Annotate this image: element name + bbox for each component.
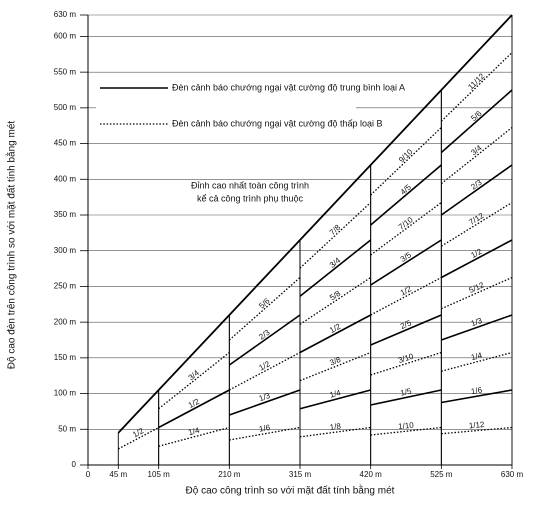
line-label: 3/8 bbox=[328, 355, 342, 368]
solid-line bbox=[299, 389, 371, 410]
solid-line bbox=[370, 164, 442, 226]
x-tick-label: 0 bbox=[86, 470, 91, 479]
dotted-line bbox=[299, 202, 372, 269]
dotted-line bbox=[299, 426, 371, 438]
envelope-line bbox=[117, 14, 513, 434]
x-tick-label: 210 m bbox=[218, 470, 241, 479]
y-tick-label: 550 m bbox=[54, 67, 77, 76]
line-label: 5/8 bbox=[328, 288, 343, 302]
line-label: 1/5 bbox=[400, 386, 413, 397]
y-tick-label: 0 bbox=[72, 460, 77, 469]
line-label: 9/10 bbox=[397, 147, 415, 165]
annotation: kể cả công trình phụ thuộc bbox=[197, 193, 304, 203]
x-tick-label: 525 m bbox=[430, 470, 453, 479]
line-label: 4/5 bbox=[399, 182, 414, 196]
y-tick-label: 250 m bbox=[54, 282, 77, 291]
line-label: 1/10 bbox=[398, 421, 415, 432]
line-label: 1/8 bbox=[329, 422, 342, 432]
line-label: 3/10 bbox=[397, 352, 415, 365]
y-tick-label: 200 m bbox=[54, 317, 77, 326]
line-label: 7/12 bbox=[467, 211, 485, 227]
dotted-line bbox=[229, 351, 301, 391]
y-tick-label: 150 m bbox=[54, 353, 77, 362]
dotted-line bbox=[441, 351, 513, 372]
y-tick-label: 600 m bbox=[54, 32, 77, 41]
dotted-line bbox=[299, 276, 372, 325]
dotted-line bbox=[117, 426, 159, 450]
dotted-line bbox=[370, 351, 442, 376]
solid-line bbox=[441, 314, 513, 341]
line-label: 3/4 bbox=[469, 143, 484, 157]
line-label: 1/6 bbox=[470, 385, 483, 396]
x-tick-label: 315 m bbox=[289, 470, 312, 479]
line-label: 5/6 bbox=[257, 296, 272, 310]
solid-line bbox=[440, 164, 513, 216]
solid-line bbox=[299, 239, 372, 297]
y-tick-label: 450 m bbox=[54, 139, 77, 148]
x-tick-label: 420 m bbox=[360, 470, 383, 479]
line-label: 1/4 bbox=[329, 388, 343, 400]
line-label: 1/2 bbox=[399, 284, 414, 297]
y-tick-label: 350 m bbox=[54, 210, 77, 219]
x-tick-label: 105 m bbox=[148, 470, 171, 479]
solid-line bbox=[370, 314, 442, 346]
dotted-line bbox=[228, 277, 301, 341]
solid-line bbox=[299, 314, 372, 354]
annotation: Đỉnh cao nhất toàn công trình bbox=[191, 180, 309, 190]
legend-label: Đèn cảnh báo chướng ngại vật cường độ tr… bbox=[172, 82, 405, 92]
y-tick-label: 630 m bbox=[54, 10, 77, 19]
solid-line bbox=[440, 89, 513, 154]
solid-line bbox=[441, 389, 513, 404]
dotted-line bbox=[370, 201, 442, 256]
line-label: 5/6 bbox=[469, 109, 484, 123]
y-tick-label: 400 m bbox=[54, 174, 77, 183]
line-label: 1/3 bbox=[258, 391, 272, 403]
line-label: 1/2 bbox=[187, 397, 202, 410]
line-label: 2/3 bbox=[257, 327, 272, 341]
line-label: 1/4 bbox=[187, 426, 201, 438]
line-label: 3/4 bbox=[187, 368, 202, 382]
line-label: 1/12 bbox=[468, 420, 485, 430]
y-tick-label: 500 m bbox=[54, 103, 77, 112]
y-axis-title: Độ cao đèn trên công trình so với mặt đấ… bbox=[5, 121, 18, 370]
dotted-line bbox=[440, 201, 513, 247]
line-label: 7/8 bbox=[328, 223, 343, 238]
line-label: 1/6 bbox=[258, 423, 271, 434]
dotted-line bbox=[229, 426, 301, 441]
solid-line bbox=[440, 239, 513, 279]
y-tick-label: 50 m bbox=[58, 424, 76, 433]
line-label: 2/3 bbox=[469, 177, 484, 191]
line-label: 1/3 bbox=[470, 316, 484, 328]
line-label: 1/2 bbox=[257, 359, 272, 372]
dotted-line bbox=[299, 351, 371, 382]
y-tick-label: 100 m bbox=[54, 389, 77, 398]
line-label: 1/2 bbox=[469, 247, 484, 260]
line-label: 2/5 bbox=[399, 318, 413, 331]
dotted-line bbox=[158, 426, 230, 447]
solid-line bbox=[370, 239, 442, 286]
line-label: 1/2 bbox=[328, 322, 343, 335]
line-label: 5/12 bbox=[468, 280, 486, 295]
y-tick-label: 300 m bbox=[54, 246, 77, 255]
line-label: 1/2 bbox=[131, 426, 146, 439]
solid-line bbox=[229, 389, 301, 416]
x-axis-title: Độ cao công trình so với mặt đất tính bằ… bbox=[186, 484, 395, 497]
solid-line bbox=[228, 314, 301, 366]
line-label: 11/12 bbox=[466, 71, 487, 91]
line-label: 1/4 bbox=[470, 351, 484, 363]
line-label: 3/5 bbox=[399, 250, 414, 264]
legend-label: Đèn cảnh báo chướng ngại vật cường độ th… bbox=[172, 118, 383, 128]
x-tick-label: 630 m bbox=[501, 470, 524, 479]
dotted-line bbox=[370, 276, 442, 316]
line-label: 3/4 bbox=[328, 255, 343, 269]
solid-line bbox=[370, 389, 442, 406]
solid-line bbox=[158, 389, 230, 429]
x-tick-label: 45 m bbox=[109, 470, 127, 479]
